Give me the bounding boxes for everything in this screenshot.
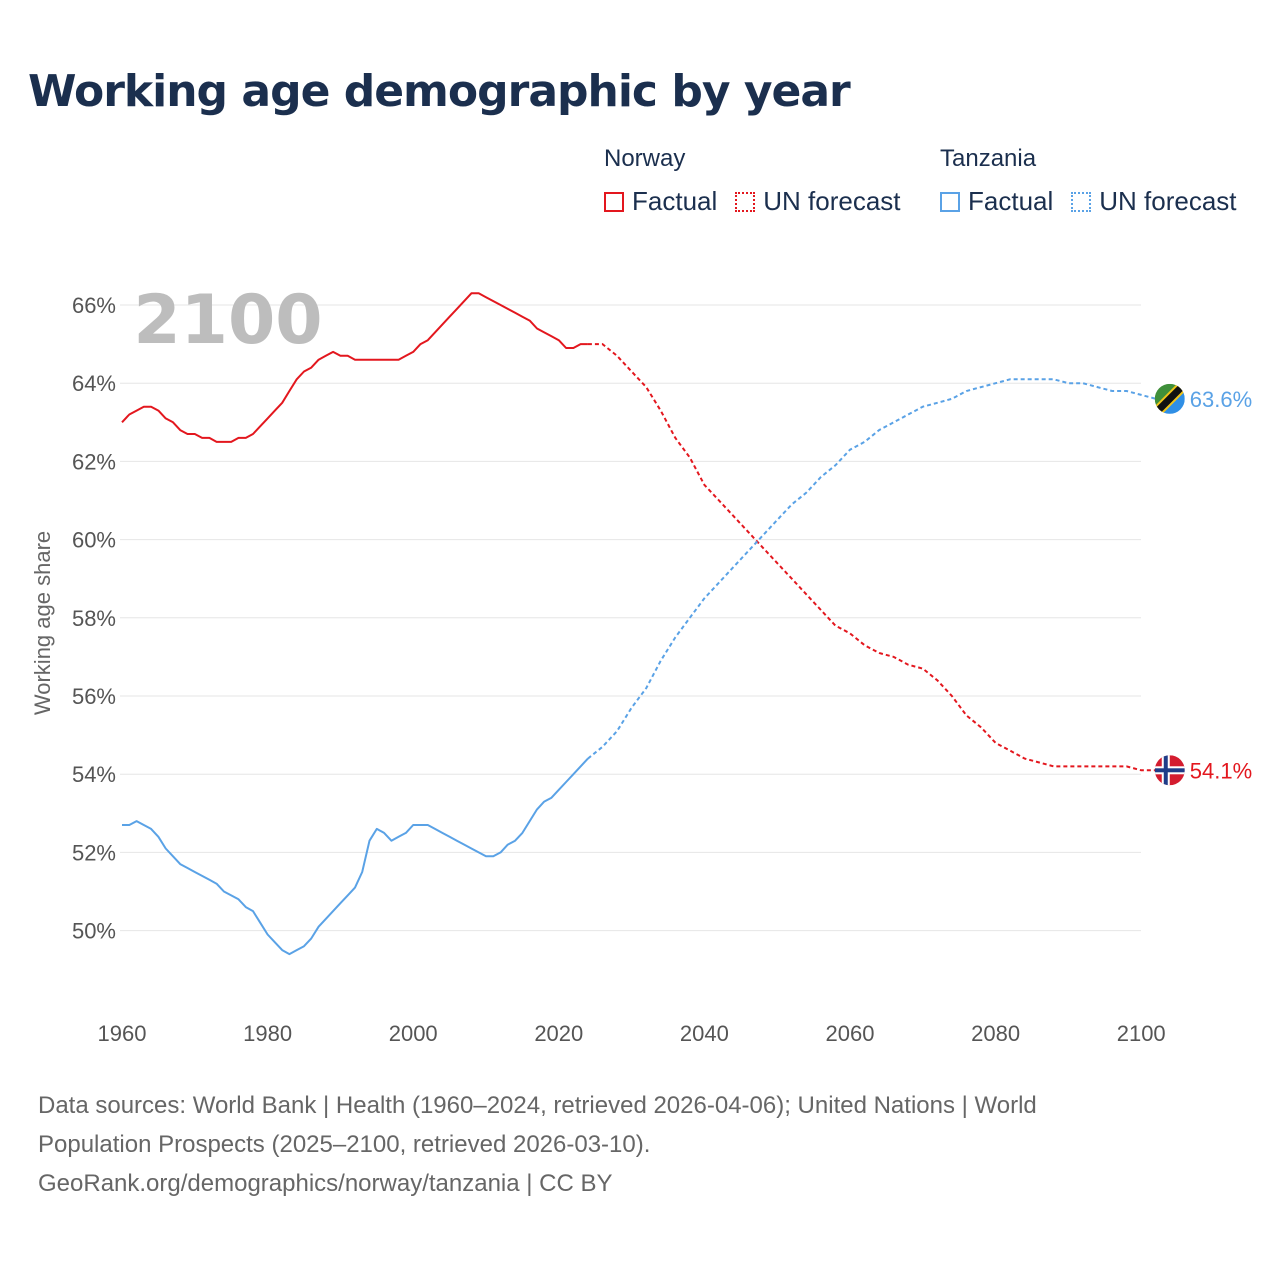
tanzania-flag-icon xyxy=(1154,383,1185,414)
x-tick-label: 2080 xyxy=(971,1021,1020,1046)
legend-swatch-dotted xyxy=(735,191,756,212)
x-tick-label: 1960 xyxy=(98,1021,147,1046)
x-tick-label: 2100 xyxy=(1117,1021,1166,1046)
norway-flag-icon xyxy=(1154,755,1185,786)
x-tick-label: 1980 xyxy=(243,1021,292,1046)
current-year-label: 2100 xyxy=(133,281,322,360)
y-tick-label: 62% xyxy=(72,449,116,474)
y-tick-label: 52% xyxy=(72,840,116,865)
legend-swatch-solid xyxy=(940,191,960,212)
legend-swatch-dotted xyxy=(1071,191,1092,212)
source-url[interactable]: GeoRank.org/demographics/norway/tanzania… xyxy=(38,1170,613,1197)
tanzania-end-value-label: 63.6% xyxy=(1190,387,1252,412)
legend-tanzania-factual-label: Factual xyxy=(968,186,1054,216)
y-axis-title: Working age share xyxy=(30,531,55,715)
legend-norway-forecast[interactable]: UN forecast xyxy=(735,186,901,217)
legend-norway-forecast-label: UN forecast xyxy=(763,186,901,216)
norway-end-value-label: 54.1% xyxy=(1190,758,1252,783)
legend-norway: Norway Factual UN forecast xyxy=(604,144,919,217)
legend-norway-factual[interactable]: Factual xyxy=(604,186,717,217)
y-tick-label: 64% xyxy=(72,371,116,396)
legend-norway-factual-label: Factual xyxy=(632,186,718,216)
x-tick-label: 2060 xyxy=(826,1021,875,1046)
source-line-2: Population Prospects (2025–2100, retriev… xyxy=(38,1131,651,1158)
x-tick-label: 2020 xyxy=(534,1021,583,1046)
legend-tanzania-factual[interactable]: Factual xyxy=(940,186,1053,217)
legend-tanzania-name: Tanzania xyxy=(940,145,1037,172)
tanzania-forecast-line xyxy=(587,378,1157,760)
y-tick-label: 60% xyxy=(72,528,116,553)
source-note: Data sources: World Bank | Health (1960–… xyxy=(38,1086,1218,1203)
norway-forecast-line xyxy=(587,343,1156,772)
legend-tanzania: Tanzania Factual UN forecast xyxy=(940,144,1255,217)
y-tick-label: 58% xyxy=(72,606,116,631)
x-tick-label: 2000 xyxy=(389,1021,438,1046)
norway-factual-line xyxy=(121,292,588,443)
y-tick-label: 56% xyxy=(72,684,116,709)
tanzania-factual-line xyxy=(122,757,589,956)
source-line-1: Data sources: World Bank | Health (1960–… xyxy=(38,1092,1037,1119)
y-tick-label: 50% xyxy=(72,919,116,944)
legend-swatch-solid xyxy=(604,191,624,212)
chart-title: Working age demographic by year xyxy=(28,66,851,117)
legend-tanzania-forecast-label: UN forecast xyxy=(1099,186,1237,216)
legend-tanzania-forecast[interactable]: UN forecast xyxy=(1071,186,1237,217)
y-tick-label: 66% xyxy=(72,293,116,318)
x-tick-label: 2040 xyxy=(680,1021,729,1046)
legend-norway-name: Norway xyxy=(604,145,686,172)
line-chart: 50% 52% 54% 56% 58% 60% 62% 64% 66% 1960 1980 2000 2… xyxy=(30,281,1252,1046)
y-tick-label: 54% xyxy=(72,762,116,787)
